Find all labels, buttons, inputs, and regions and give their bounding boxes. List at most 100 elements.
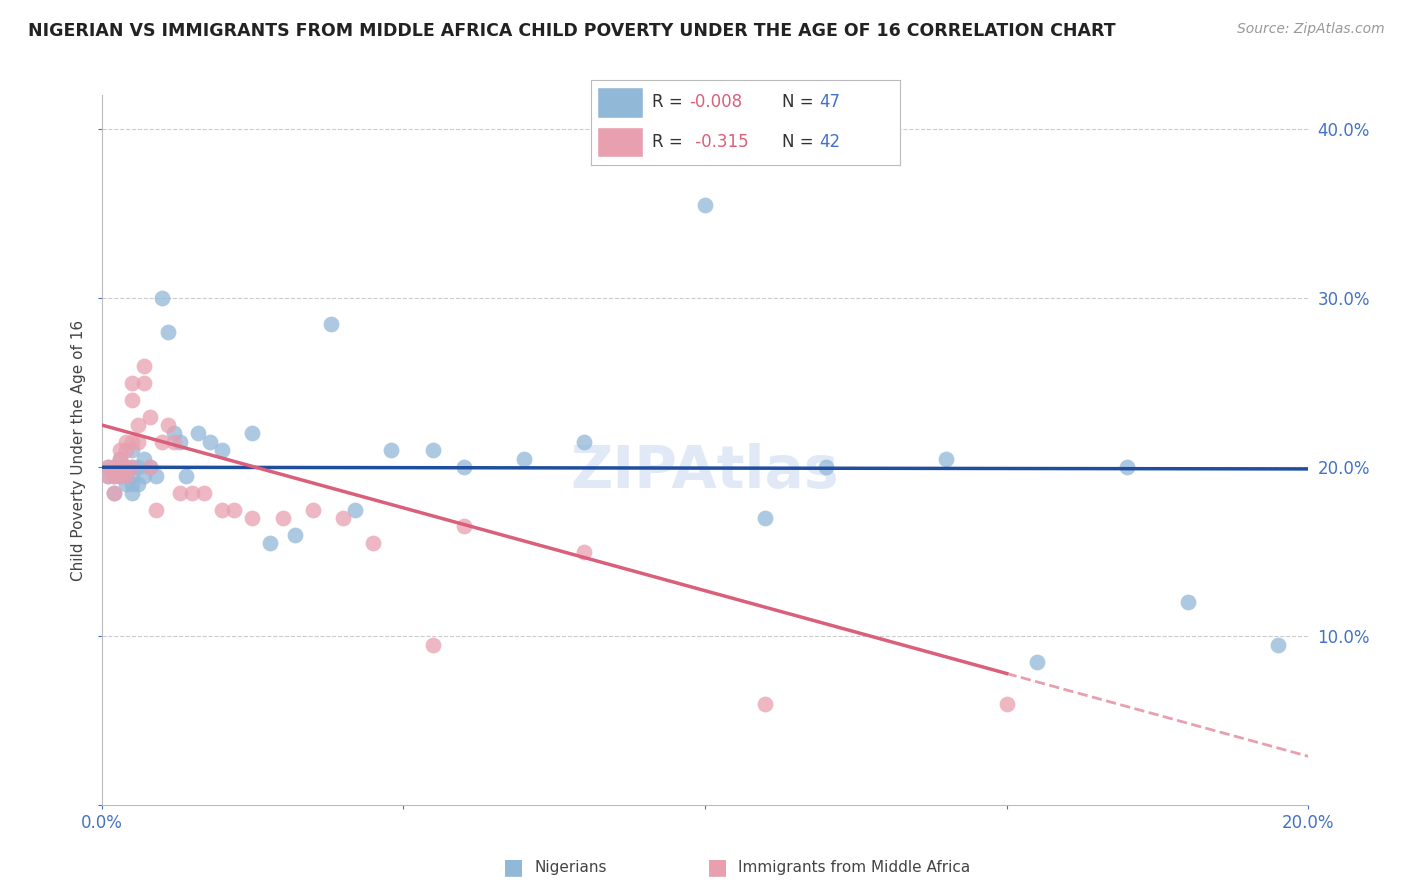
Text: Nigerians: Nigerians (534, 860, 607, 874)
Point (198, 434, 221, 449)
Point (211, 502, 233, 516)
Point (127, 460, 149, 475)
Point (156, 417, 179, 432)
Point (193, 485, 215, 500)
Point (1025, 655, 1047, 669)
Point (361, 536, 384, 550)
Point (121, 434, 143, 449)
Point (108, 451, 131, 466)
Point (145, 502, 167, 516)
Point (121, 468, 143, 483)
Point (995, 697, 1018, 711)
Point (574, 434, 596, 449)
Point (103, 485, 125, 500)
Point (150, 434, 173, 449)
Point (1267, 638, 1289, 652)
Point (163, 426, 186, 441)
Point (139, 460, 162, 475)
Point (108, 468, 131, 483)
Point (103, 460, 125, 475)
Y-axis label: Child Poverty Under the Age of 16: Child Poverty Under the Age of 16 (72, 319, 86, 581)
Text: Source: ZipAtlas.com: Source: ZipAtlas.com (1237, 22, 1385, 37)
Point (169, 434, 191, 449)
Point (114, 460, 136, 475)
Point (574, 545, 596, 559)
Point (271, 511, 294, 525)
Point (121, 443, 143, 458)
Text: ■: ■ (707, 857, 727, 877)
Point (139, 460, 162, 475)
Point (163, 434, 186, 449)
Point (114, 434, 136, 449)
Point (422, 443, 444, 458)
Point (240, 426, 263, 441)
Point (319, 317, 342, 331)
Point (108, 443, 131, 458)
Point (693, 198, 716, 212)
Point (1116, 460, 1139, 475)
Point (1177, 595, 1199, 609)
Point (127, 417, 149, 432)
Point (108, 451, 131, 466)
Point (301, 502, 323, 516)
Point (108, 460, 131, 475)
Point (114, 443, 136, 458)
Point (114, 477, 136, 491)
Text: R =: R = (652, 94, 689, 112)
Point (114, 460, 136, 475)
Point (121, 460, 143, 475)
Point (211, 443, 233, 458)
Point (156, 325, 179, 339)
Point (453, 460, 475, 475)
Point (169, 485, 191, 500)
Point (132, 451, 155, 466)
Text: -0.315: -0.315 (689, 133, 748, 151)
Point (103, 485, 125, 500)
Point (145, 468, 167, 483)
Point (121, 460, 143, 475)
Point (422, 638, 444, 652)
Point (132, 376, 155, 390)
Point (108, 460, 131, 475)
Point (259, 536, 281, 550)
Point (103, 468, 125, 483)
Point (114, 468, 136, 483)
Point (108, 468, 131, 483)
Text: 47: 47 (820, 94, 841, 112)
Point (132, 468, 155, 483)
Text: N =: N = (782, 133, 820, 151)
Point (174, 468, 197, 483)
Point (132, 359, 155, 373)
Point (380, 443, 402, 458)
Point (453, 519, 475, 533)
Point (150, 291, 173, 305)
Text: R =: R = (652, 133, 689, 151)
Point (96, 460, 118, 475)
Point (187, 426, 209, 441)
Point (754, 511, 776, 525)
Point (121, 392, 143, 407)
Point (284, 528, 307, 542)
Point (127, 434, 149, 449)
Text: ZIPAtlas: ZIPAtlas (571, 443, 839, 500)
Point (240, 511, 263, 525)
Point (121, 485, 143, 500)
FancyBboxPatch shape (596, 87, 643, 118)
Text: 42: 42 (820, 133, 841, 151)
Text: -0.008: -0.008 (689, 94, 742, 112)
Point (139, 409, 162, 424)
Point (332, 511, 354, 525)
Point (513, 451, 536, 466)
Point (96, 460, 118, 475)
Point (814, 460, 837, 475)
Point (103, 468, 125, 483)
Point (96, 468, 118, 483)
Text: ■: ■ (503, 857, 523, 877)
Point (224, 502, 246, 516)
Point (121, 477, 143, 491)
Point (343, 502, 366, 516)
Point (181, 485, 204, 500)
Point (127, 477, 149, 491)
Point (754, 697, 776, 711)
Point (114, 468, 136, 483)
